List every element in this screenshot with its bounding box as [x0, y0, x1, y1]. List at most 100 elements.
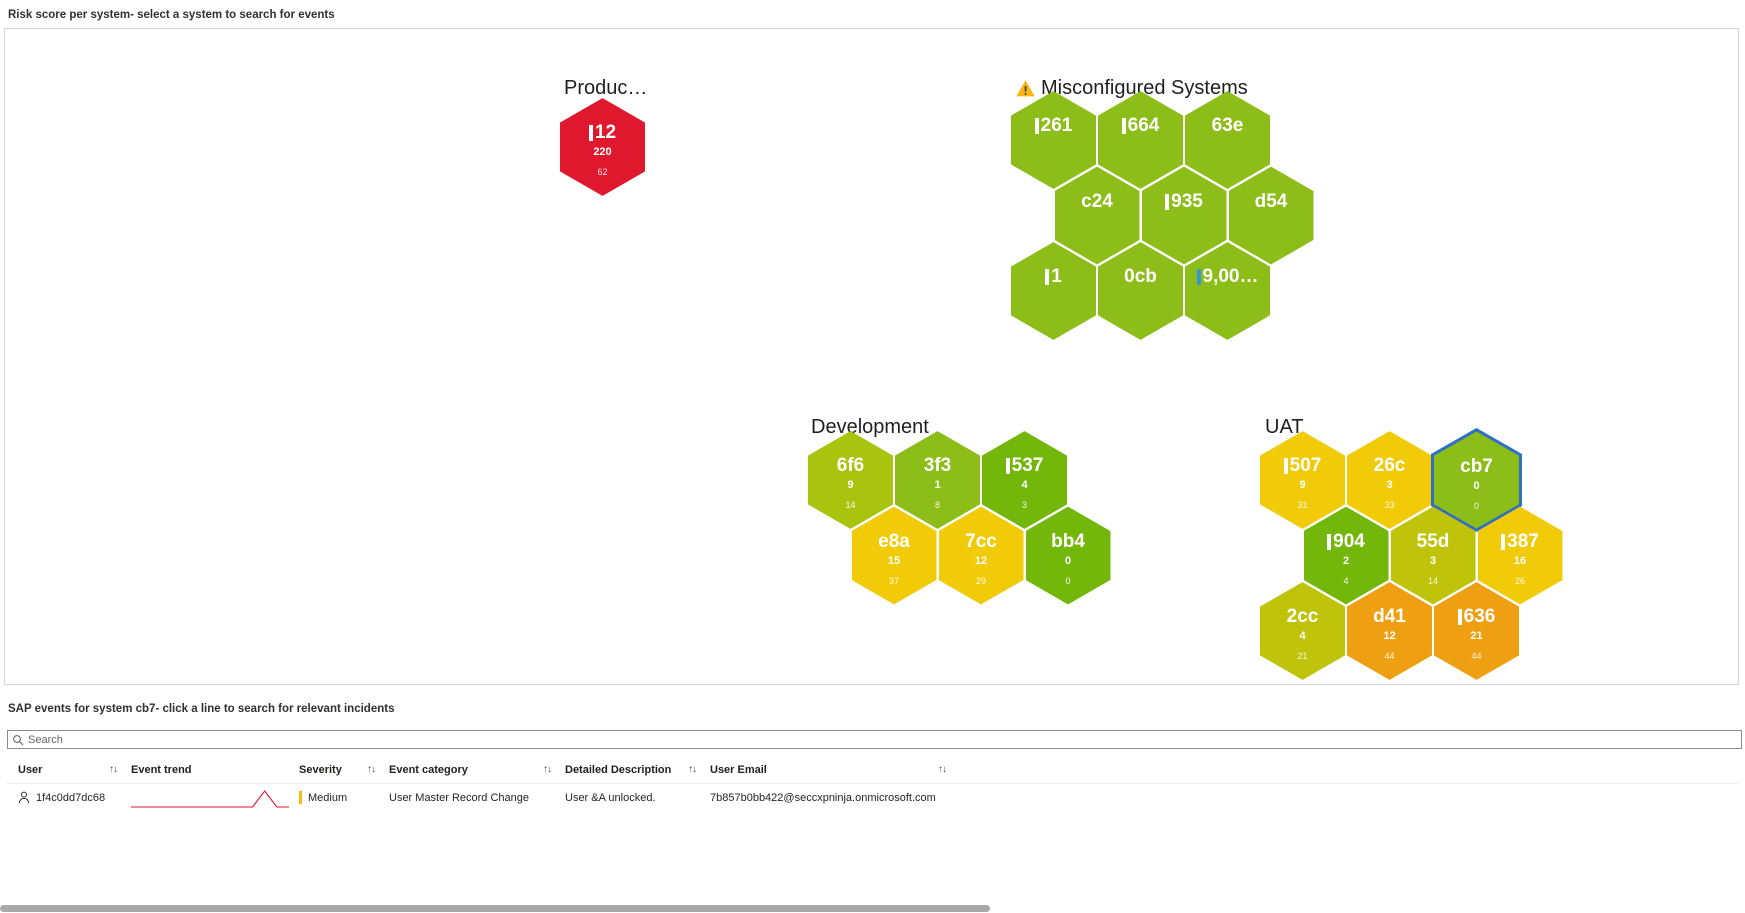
hex-system-63e[interactable]: 63e [1185, 91, 1270, 189]
hex-value: 16 [1513, 554, 1527, 567]
spark-bar-icon [1327, 533, 1332, 550]
hex-sub-value: 44 [1384, 651, 1395, 661]
hex-sub-value: 0 [1065, 575, 1071, 586]
hex-label: 1 [1045, 266, 1062, 288]
spark-bar-icon [1045, 269, 1050, 285]
hex-system-537[interactable]: 537 4 3 [982, 431, 1067, 529]
hex-system-900[interactable]: 9,00… [1185, 242, 1270, 340]
sort-icon: ↑↓ [109, 764, 118, 775]
hex-system-e8a[interactable]: e8a 15 37 [851, 506, 937, 605]
hex-system-d41[interactable]: d41 12 44 [1347, 582, 1432, 680]
hex-system-507[interactable]: 507 9 31 [1260, 431, 1345, 529]
hex-label: 2cc [1286, 606, 1319, 627]
group-title-label: UAT [1265, 416, 1304, 438]
hex-system-1[interactable]: 1 [1011, 242, 1096, 340]
hex-value: 3 [1429, 554, 1437, 567]
hex-sub-value: 8 [934, 500, 940, 510]
hex-label: 55d [1416, 530, 1450, 552]
group-title-label: Produc… [564, 77, 648, 99]
hex-label: 63e [1211, 115, 1244, 136]
spark-bar-icon [1196, 269, 1201, 285]
severity-value: Medium [308, 791, 348, 804]
severity-cell: Medium [299, 791, 389, 804]
event-row[interactable]: 1f4c0dd7dc68 Medium User Master Record C… [7, 783, 1738, 811]
hex-sub-value: 29 [975, 575, 986, 586]
hex-system-bb4[interactable]: bb4 0 0 [1025, 506, 1111, 605]
hex-label: 261 [1034, 115, 1072, 137]
group-title-development: Development [811, 416, 929, 439]
sort-icon: ↑↓ [688, 764, 697, 775]
hex-system-935[interactable]: 935 [1141, 166, 1227, 265]
search-input[interactable] [28, 733, 1741, 746]
risk-score-panel: Produc… 12 220 62 Misconfigured Systems 261 66… [4, 28, 1739, 685]
spark-bar-icon [1005, 458, 1010, 474]
hex-label: cb7 [1460, 455, 1493, 477]
hex-label: c24 [1081, 190, 1113, 212]
hex-sub-value: 62 [597, 167, 608, 177]
hex-sub-value: 0 [1473, 500, 1479, 511]
sort-icon: ↑↓ [367, 764, 376, 775]
spark-bar-icon [1501, 533, 1506, 550]
events-grid-header: User ↑↓ Event trend Severity ↑↓ Event ca… [7, 757, 1738, 782]
hex-label: e8a [878, 530, 910, 552]
hex-value: 9 [847, 479, 854, 491]
hex-sub-value: 21 [1297, 651, 1308, 661]
hex-sub-value: 33 [1384, 500, 1395, 510]
hex-sub-value: 44 [1471, 651, 1482, 661]
column-header-detailed-description[interactable]: Detailed Description ↑↓ [565, 764, 710, 776]
hex-system-26c[interactable]: 26c 3 33 [1347, 431, 1432, 529]
hex-system-0cb[interactable]: 0cb [1098, 242, 1183, 340]
person-icon [18, 791, 30, 804]
hex-system-261[interactable]: 261 [1011, 91, 1096, 189]
risk-chart-title: Risk score per system- select a system t… [8, 9, 335, 21]
column-header-user[interactable]: User ↑↓ [18, 764, 131, 776]
hex-value: 12 [1383, 630, 1396, 642]
spark-bar-icon [1034, 118, 1039, 134]
hex-system-664[interactable]: 664 [1098, 91, 1183, 189]
hex-system-d54[interactable]: d54 [1228, 166, 1314, 265]
sort-icon: ↑↓ [938, 764, 947, 775]
hex-label: 26c [1373, 455, 1406, 476]
hex-value: 0 [1064, 554, 1072, 567]
hex-label: 507 [1283, 455, 1321, 477]
group-title-production: Produc… [564, 77, 647, 100]
sort-icon: ↑↓ [543, 764, 552, 775]
user-email-cell: 7b857b0bb422@seccxpninja.onmicrosoft.com [710, 791, 936, 804]
hex-sub-value: 3 [1021, 500, 1027, 510]
horizontal-scrollbar-track [0, 905, 1745, 913]
hex-system-7cc[interactable]: 7cc 12 29 [938, 506, 1024, 605]
hex-system-c24[interactable]: c24 [1054, 166, 1140, 265]
hex-label: bb4 [1051, 530, 1085, 552]
hex-value: 21 [1470, 630, 1483, 642]
honeycomb-chart: Produc… 12 220 62 Misconfigured Systems 261 66… [5, 29, 1738, 684]
hex-label: 387 [1501, 531, 1539, 553]
hex-system-636[interactable]: 636 21 44 [1434, 582, 1519, 680]
hex-value: 4 [1021, 479, 1028, 491]
group-title-uat: UAT [1265, 416, 1304, 439]
spark-bar-icon [1283, 458, 1288, 474]
hex-sub-value: 37 [888, 575, 899, 586]
group-title-label: Misconfigured Systems [1041, 77, 1248, 99]
hex-system-6f6[interactable]: 6f6 9 14 [808, 431, 893, 529]
hex-label: 3f3 [923, 455, 952, 476]
hex-value: 0 [1473, 479, 1480, 492]
hex-system-904[interactable]: 904 2 4 [1303, 506, 1389, 605]
detailed-description-cell: User &A unlocked. [565, 791, 656, 804]
hex-system-12[interactable]: 12 220 62 [560, 98, 645, 196]
hex-system-2cc[interactable]: 2cc 4 21 [1260, 582, 1345, 680]
hex-sub-value: 31 [1297, 500, 1308, 510]
hex-value: 1 [934, 479, 941, 491]
column-header-event-category[interactable]: Event category ↑↓ [389, 764, 565, 776]
column-header-severity[interactable]: Severity ↑↓ [299, 764, 389, 776]
column-label: Event trend [131, 763, 192, 776]
column-header-event-trend: Event trend [131, 764, 299, 776]
group-title-misconfigured: Misconfigured Systems [1015, 77, 1248, 100]
hex-sub-value: 4 [1343, 575, 1349, 586]
hex-sub-value: 14 [845, 500, 856, 510]
column-header-user-email[interactable]: User Email ↑↓ [710, 764, 960, 776]
horizontal-scrollbar-thumb[interactable] [0, 905, 990, 912]
hex-value: 3 [1386, 479, 1393, 491]
event-trend-cell [131, 786, 299, 810]
hex-label: 6f6 [836, 455, 865, 476]
hex-system-3f3[interactable]: 3f3 1 8 [895, 431, 980, 529]
